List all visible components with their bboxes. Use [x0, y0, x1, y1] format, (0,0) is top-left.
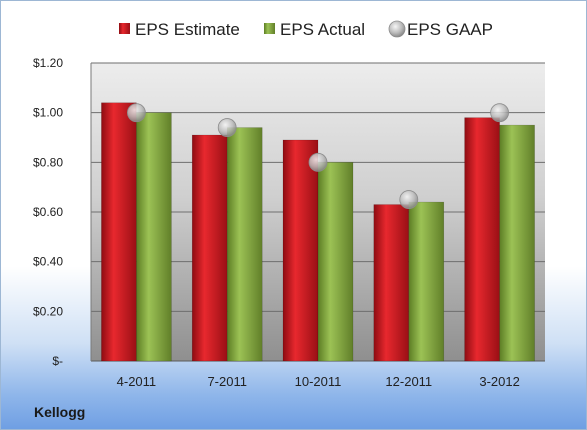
company-label: Kellogg [34, 404, 86, 420]
bar-eps-actual [408, 201, 445, 362]
legend-swatch-eps-estimate [119, 23, 130, 34]
point-eps-gaap [399, 190, 419, 209]
point-eps-gaap [490, 103, 510, 123]
legend-swatch-eps-actual [264, 23, 275, 34]
x-tick-label: 7-2011 [207, 374, 247, 389]
bar-eps-estimate [282, 139, 319, 362]
x-tick-label: 4-2011 [117, 374, 157, 389]
bar-eps-estimate [373, 204, 410, 362]
legend-swatch-eps-gaap [388, 20, 406, 38]
legend-label-eps-actual: EPS Actual [280, 20, 365, 39]
point-eps-gaap [217, 118, 237, 137]
y-tick-label: $- [52, 354, 63, 368]
bar-eps-estimate [191, 134, 228, 362]
bar-eps-estimate [101, 102, 137, 362]
legend: EPS Estimate EPS Actual EPS GAAP [119, 20, 493, 39]
x-tick-label: 10-2011 [295, 374, 342, 389]
y-tick-label: $1.20 [33, 56, 63, 70]
bars [101, 102, 535, 362]
bar-eps-estimate [464, 117, 500, 362]
y-tick-label: $0.80 [33, 155, 63, 169]
x-axis: 4-2011 7-2011 10-2011 12-2011 3-2012 [117, 374, 520, 389]
y-tick-label: $0.60 [33, 205, 63, 219]
y-tick-label: $0.20 [33, 304, 63, 318]
point-eps-gaap [308, 152, 328, 172]
bar-eps-actual [136, 112, 172, 362]
gaap-points [126, 103, 510, 209]
y-axis: $- $0.20 $0.40 $0.60 $0.80 $1.00 $1.20 [33, 56, 92, 368]
bar-eps-actual [317, 162, 354, 362]
legend-label-eps-gaap: EPS GAAP [407, 20, 493, 39]
legend-label-eps-estimate: EPS Estimate [135, 20, 240, 39]
y-tick-label: $1.00 [33, 106, 63, 120]
bar-eps-actual [226, 127, 263, 362]
x-tick-label: 3-2012 [479, 374, 519, 389]
bar-eps-actual [499, 124, 535, 362]
point-eps-gaap [126, 103, 146, 123]
x-tick-label: 12-2011 [385, 374, 432, 389]
y-tick-label: $0.40 [33, 255, 63, 269]
